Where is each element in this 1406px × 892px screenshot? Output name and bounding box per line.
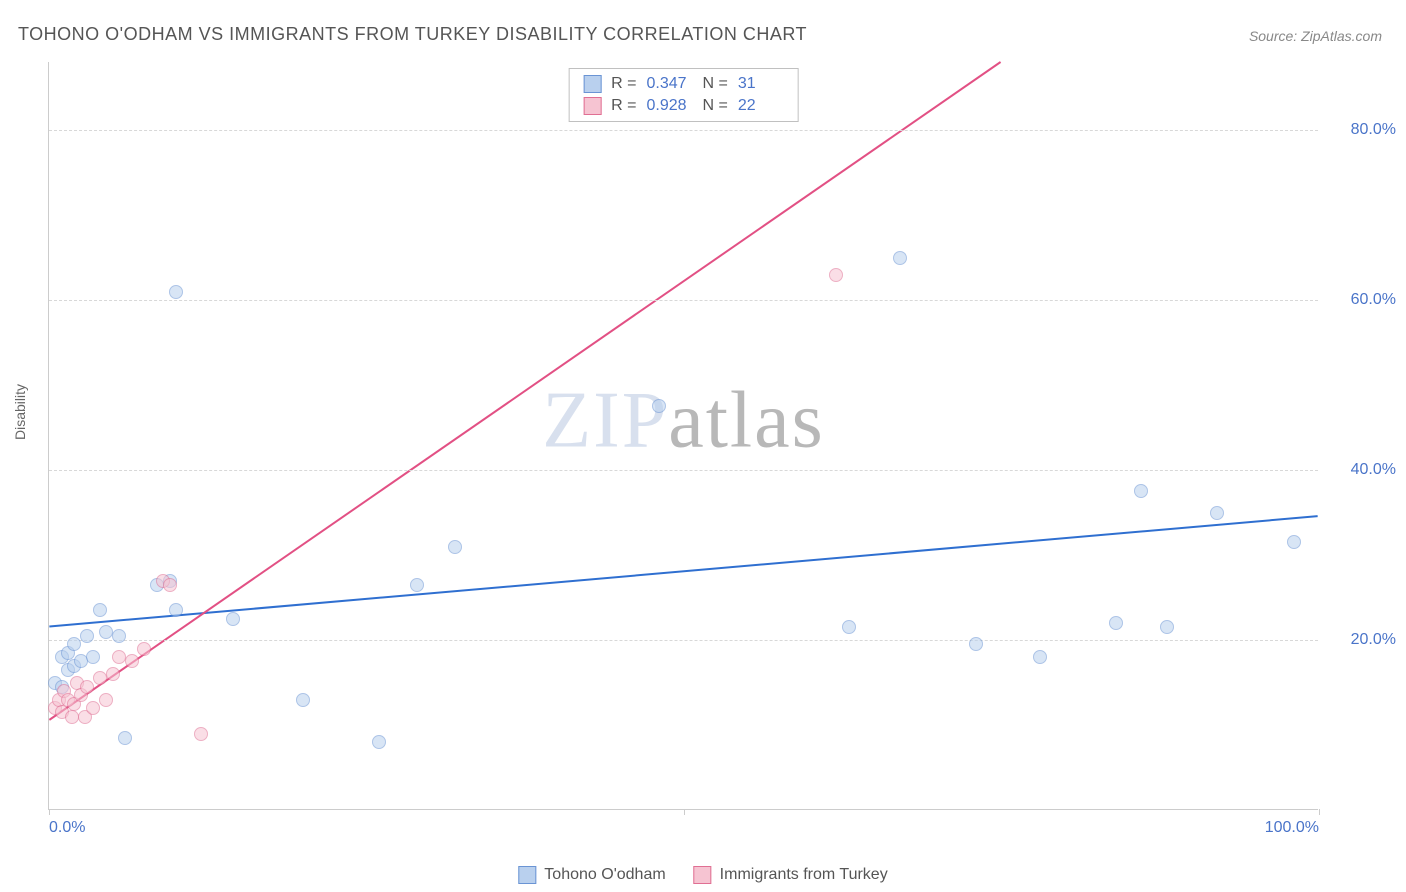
- scatter-point: [226, 612, 240, 626]
- y-tick-label: 20.0%: [1351, 631, 1396, 649]
- scatter-point: [372, 735, 386, 749]
- legend-item: Tohono O'odham: [518, 866, 665, 884]
- y-tick-label: 60.0%: [1351, 291, 1396, 309]
- scatter-point: [169, 603, 183, 617]
- x-tick: [684, 809, 685, 815]
- scatter-point: [67, 637, 81, 651]
- stat-n-value: 22: [738, 97, 784, 115]
- gridline: [49, 300, 1318, 301]
- scatter-point: [829, 268, 843, 282]
- chart-title: TOHONO O'ODHAM VS IMMIGRANTS FROM TURKEY…: [18, 24, 807, 45]
- stat-r-value: 0.347: [647, 75, 693, 93]
- stat-r-label: R =: [611, 97, 636, 115]
- gridline: [49, 130, 1318, 131]
- x-tick-label: 100.0%: [1265, 819, 1319, 837]
- stat-r-label: R =: [611, 75, 636, 93]
- scatter-point: [194, 727, 208, 741]
- scatter-point: [1210, 506, 1224, 520]
- stats-row: R = 0.928 N = 22: [583, 95, 784, 117]
- scatter-point: [125, 654, 139, 668]
- scatter-point: [893, 251, 907, 265]
- gridline: [49, 470, 1318, 471]
- trendlines-layer: [49, 62, 1318, 809]
- legend-swatch-icon: [583, 97, 601, 115]
- legend-swatch-icon: [583, 75, 601, 93]
- y-axis-label: Disability: [12, 384, 28, 440]
- scatter-point: [86, 701, 100, 715]
- scatter-point: [86, 650, 100, 664]
- scatter-point: [80, 629, 94, 643]
- correlation-stats-box: R = 0.347 N = 31 R = 0.928 N = 22: [568, 68, 799, 122]
- scatter-point: [163, 578, 177, 592]
- legend-swatch-icon: [694, 866, 712, 884]
- watermark-atlas: atlas: [668, 376, 825, 464]
- x-tick: [49, 809, 50, 815]
- scatter-point: [106, 667, 120, 681]
- stats-row: R = 0.347 N = 31: [583, 73, 784, 95]
- scatter-point: [80, 680, 94, 694]
- scatter-point: [1287, 535, 1301, 549]
- gridline: [49, 640, 1318, 641]
- scatter-point: [112, 629, 126, 643]
- scatter-point: [296, 693, 310, 707]
- scatter-point: [842, 620, 856, 634]
- y-tick-label: 80.0%: [1351, 121, 1396, 139]
- stat-n-value: 31: [738, 75, 784, 93]
- scatter-point: [1109, 616, 1123, 630]
- stat-n-label: N =: [703, 75, 728, 93]
- scatter-point: [1033, 650, 1047, 664]
- x-tick: [1319, 809, 1320, 815]
- scatter-point: [1160, 620, 1174, 634]
- watermark-zip: ZIP: [542, 376, 668, 464]
- scatter-point: [410, 578, 424, 592]
- scatter-point: [1134, 484, 1148, 498]
- x-tick-label: 0.0%: [49, 819, 85, 837]
- source-attribution: Source: ZipAtlas.com: [1249, 28, 1382, 44]
- source-value: ZipAtlas.com: [1301, 28, 1382, 44]
- legend-swatch-icon: [518, 866, 536, 884]
- scatter-point: [99, 693, 113, 707]
- legend-item: Immigrants from Turkey: [694, 866, 888, 884]
- scatter-point: [118, 731, 132, 745]
- trendline-tohono: [49, 516, 1317, 626]
- scatter-point: [969, 637, 983, 651]
- legend-bottom: Tohono O'odham Immigrants from Turkey: [518, 866, 887, 884]
- legend-label: Tohono O'odham: [544, 866, 665, 884]
- stat-r-value: 0.928: [647, 97, 693, 115]
- scatter-point: [169, 285, 183, 299]
- y-tick-label: 40.0%: [1351, 461, 1396, 479]
- scatter-point: [652, 399, 666, 413]
- legend-label: Immigrants from Turkey: [720, 866, 888, 884]
- scatter-point: [93, 603, 107, 617]
- chart-plot-area: ZIPatlas R =0.347N =31R =0.928N =22 20.0…: [48, 62, 1318, 810]
- scatter-point: [137, 642, 151, 656]
- scatter-point: [448, 540, 462, 554]
- source-label: Source:: [1249, 28, 1301, 44]
- watermark: ZIPatlas: [542, 375, 825, 466]
- trendline-turkey: [49, 62, 1000, 720]
- stat-n-label: N =: [703, 97, 728, 115]
